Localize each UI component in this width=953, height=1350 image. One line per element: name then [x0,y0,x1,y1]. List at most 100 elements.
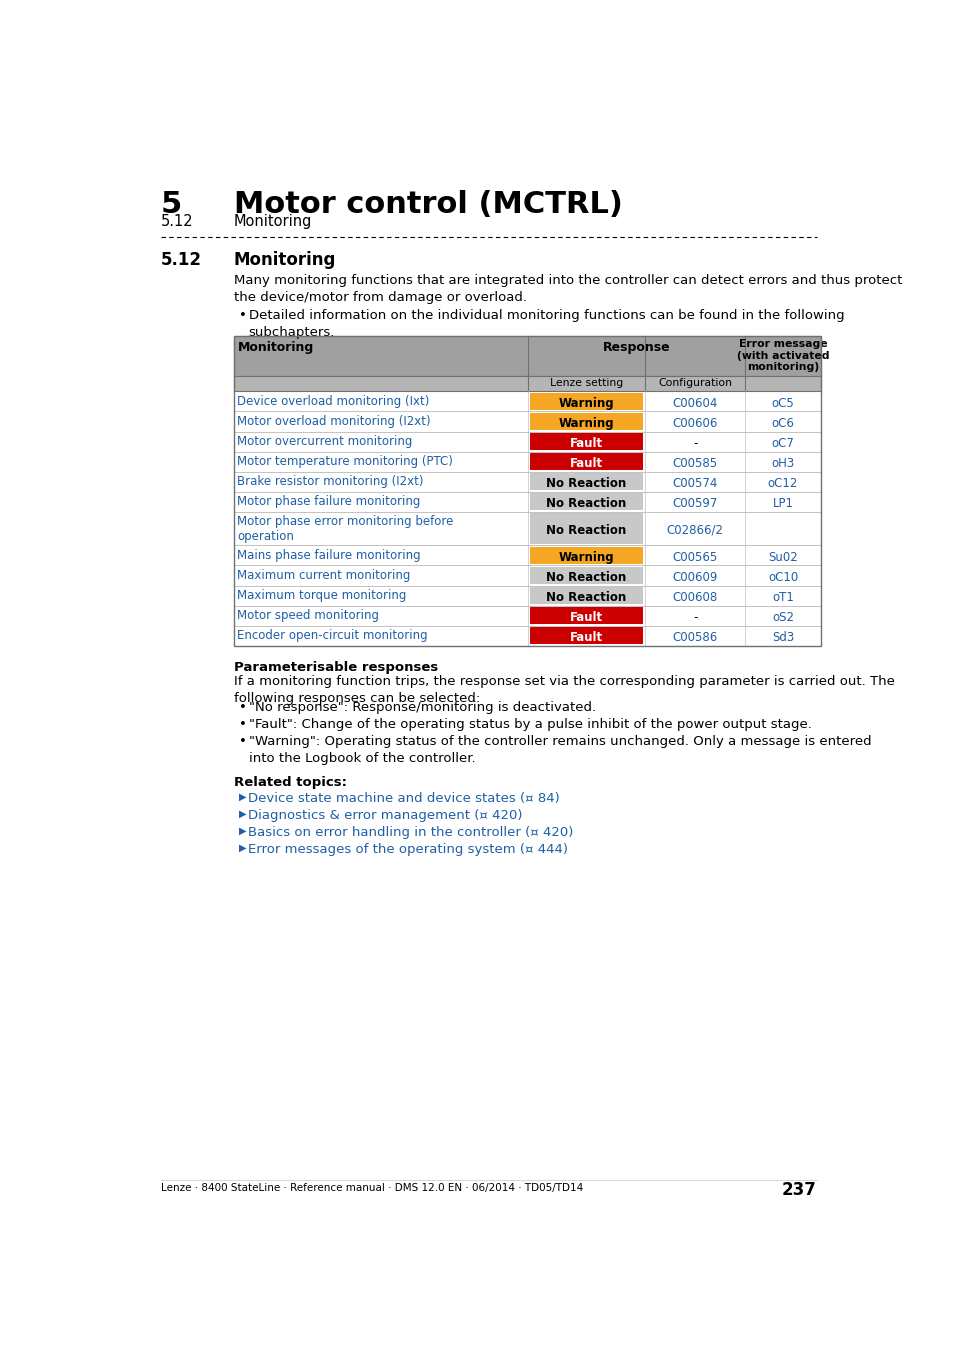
Bar [233,336,820,645]
Text: 5: 5 [161,190,182,219]
Text: Motor speed monitoring: Motor speed monitoring [236,609,378,621]
Text: Maximum current monitoring: Maximum current monitoring [236,568,410,582]
Text: Mains phase failure monitoring: Mains phase failure monitoring [236,548,420,562]
Text: -: - [692,612,697,624]
Text: C02866/2: C02866/2 [666,524,722,537]
Bar [233,471,820,491]
Text: •: • [239,734,247,748]
Text: 5.12: 5.12 [161,251,202,269]
Bar [233,512,820,545]
Text: C00606: C00606 [672,417,717,429]
Text: Motor control (MCTRL): Motor control (MCTRL) [233,190,622,219]
Bar [233,451,820,471]
Bar [530,454,642,470]
Text: Motor overcurrent monitoring: Motor overcurrent monitoring [236,435,412,448]
Text: No Reaction: No Reaction [546,524,626,537]
Text: oC6: oC6 [771,417,794,429]
Bar [233,392,820,412]
Text: Sd3: Sd3 [771,630,793,644]
Text: oS2: oS2 [771,612,793,624]
Text: Fault: Fault [569,437,602,450]
Text: Device state machine and device states (¤ 84): Device state machine and device states (… [248,792,559,805]
Text: Monitoring: Monitoring [233,215,312,230]
Bar [233,412,820,432]
Bar [530,567,642,585]
Text: -: - [692,437,697,450]
Text: "No response": Response/monitoring is deactivated.: "No response": Response/monitoring is de… [249,701,596,714]
Bar [530,393,642,410]
Text: C00565: C00565 [672,551,717,564]
Text: ▶: ▶ [239,809,247,819]
Bar [530,608,642,624]
Text: Configuration: Configuration [658,378,731,389]
Text: Parameterisable responses: Parameterisable responses [233,662,437,674]
Text: Motor phase error monitoring before
operation: Motor phase error monitoring before oper… [236,514,453,543]
Bar [233,377,820,392]
Text: Warning: Warning [558,397,614,410]
Text: Detailed information on the individual monitoring functions can be found in the : Detailed information on the individual m… [249,309,843,339]
Text: No Reaction: No Reaction [546,477,626,490]
Bar [530,628,642,644]
Text: C00597: C00597 [672,497,717,510]
Text: 237: 237 [781,1181,816,1200]
Bar [233,545,820,566]
Text: ▶: ▶ [239,792,247,802]
Text: Many monitoring functions that are integrated into the controller can detect err: Many monitoring functions that are integ… [233,274,902,304]
Text: Su02: Su02 [767,551,797,564]
Text: C00608: C00608 [672,591,717,603]
Text: C00604: C00604 [672,397,717,410]
Bar [233,606,820,625]
Bar [530,493,642,510]
Text: Motor temperature monitoring (PTC): Motor temperature monitoring (PTC) [236,455,453,467]
Text: Error message
(with activated
monitoring): Error message (with activated monitoring… [736,339,828,373]
Text: ▶: ▶ [239,826,247,836]
Text: oC10: oC10 [767,571,798,583]
Bar [233,432,820,451]
Text: No Reaction: No Reaction [546,571,626,583]
Text: "Warning": Operating status of the controller remains unchanged. Only a message : "Warning": Operating status of the contr… [249,734,870,765]
Text: C00609: C00609 [672,571,717,583]
Text: C00585: C00585 [672,456,717,470]
Text: Motor overload monitoring (I2xt): Motor overload monitoring (I2xt) [236,414,430,428]
Bar [530,587,642,603]
Text: oH3: oH3 [771,456,794,470]
Text: Response: Response [602,340,670,354]
Bar [233,491,820,512]
Text: Encoder open-circuit monitoring: Encoder open-circuit monitoring [236,629,427,641]
Text: Brake resistor monitoring (I2xt): Brake resistor monitoring (I2xt) [236,475,423,487]
Text: Monitoring: Monitoring [237,340,314,354]
Text: C00574: C00574 [672,477,717,490]
Text: Lenze · 8400 StateLine · Reference manual · DMS 12.0 EN · 06/2014 · TD05/TD14: Lenze · 8400 StateLine · Reference manua… [161,1183,582,1193]
Text: C00586: C00586 [672,630,717,644]
Text: No Reaction: No Reaction [546,497,626,510]
Text: Basics on error handling in the controller (¤ 420): Basics on error handling in the controll… [248,826,573,838]
Text: Error messages of the operating system (¤ 444): Error messages of the operating system (… [248,842,567,856]
Text: "Fault": Change of the operating status by a pulse inhibit of the power output s: "Fault": Change of the operating status … [249,718,811,730]
Bar [530,513,642,544]
Text: Maximum torque monitoring: Maximum torque monitoring [236,589,406,602]
Text: oC5: oC5 [771,397,794,410]
Text: Warning: Warning [558,551,614,564]
Text: oC12: oC12 [767,477,798,490]
Text: 5.12: 5.12 [161,215,193,230]
Text: No Reaction: No Reaction [546,591,626,603]
Text: Warning: Warning [558,417,614,429]
Text: Related topics:: Related topics: [233,776,347,790]
Text: Device overload monitoring (Ixt): Device overload monitoring (Ixt) [236,394,429,408]
Text: Diagnostics & error management (¤ 420): Diagnostics & error management (¤ 420) [248,809,522,822]
Text: LP1: LP1 [772,497,793,510]
Text: Lenze setting: Lenze setting [549,378,622,389]
Text: •: • [239,718,247,730]
Text: •: • [239,701,247,714]
Bar [233,586,820,606]
Bar [233,336,820,377]
Bar [233,566,820,586]
Text: Fault: Fault [569,612,602,624]
Bar [530,413,642,429]
Bar [530,472,642,490]
Bar [530,433,642,450]
Text: oC7: oC7 [771,437,794,450]
Bar [530,547,642,564]
Text: Motor phase failure monitoring: Motor phase failure monitoring [236,494,420,508]
Text: Monitoring: Monitoring [233,251,336,269]
